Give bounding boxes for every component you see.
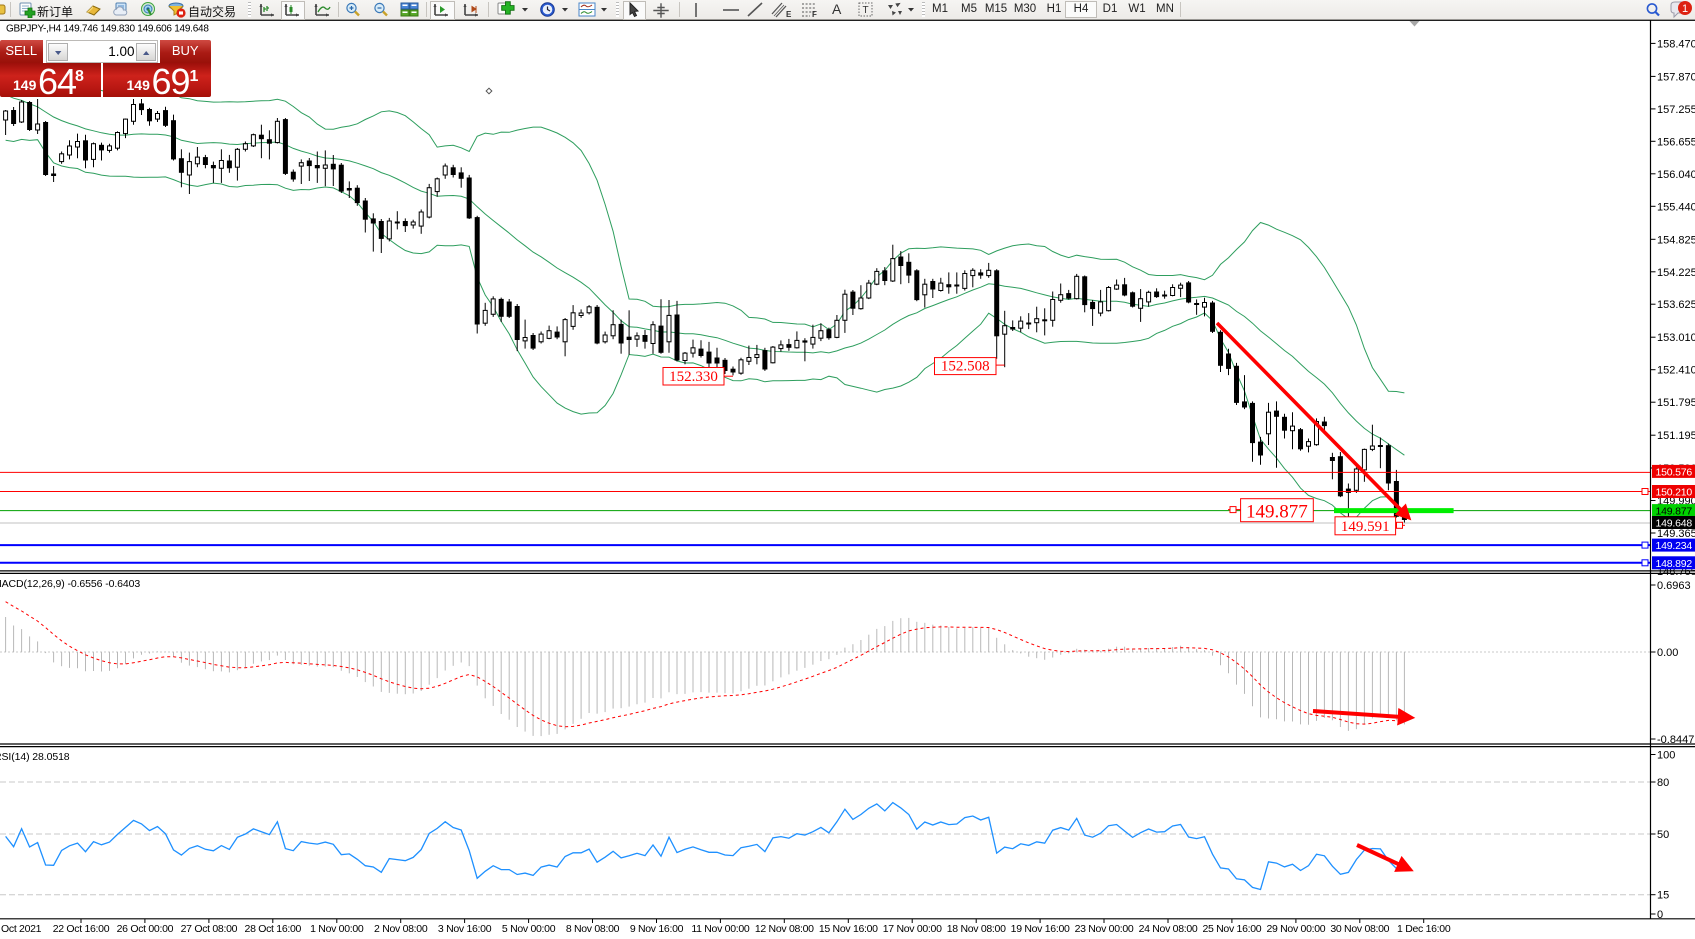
svg-text:19 Nov 16:00: 19 Nov 16:00: [1011, 923, 1070, 935]
svg-text:149.877: 149.877: [1656, 506, 1693, 518]
svg-text:157.255: 157.255: [1657, 104, 1695, 116]
svg-text:15 Nov 16:00: 15 Nov 16:00: [819, 923, 878, 935]
svg-text:T: T: [862, 5, 868, 16]
svg-text:0.6963: 0.6963: [1657, 580, 1691, 592]
svg-text:150.210: 150.210: [1656, 487, 1693, 499]
svg-text:9 Nov 16:00: 9 Nov 16:00: [630, 923, 684, 935]
svg-text:17 Nov 00:00: 17 Nov 00:00: [883, 923, 942, 935]
svg-text:149.234: 149.234: [1656, 540, 1693, 552]
svg-text:MACD(12,26,9) -0.6556 -0.6403: MACD(12,26,9) -0.6556 -0.6403: [0, 578, 140, 590]
svg-text:150.576: 150.576: [1656, 466, 1693, 478]
svg-text:-0.8447: -0.8447: [1657, 734, 1694, 746]
svg-text:156.040: 156.040: [1657, 169, 1695, 181]
svg-text:22 Oct 16:00: 22 Oct 16:00: [53, 923, 110, 935]
svg-text:15: 15: [1657, 890, 1669, 902]
svg-text:157.870: 157.870: [1657, 71, 1695, 83]
svg-text:1 Nov 00:00: 1 Nov 00:00: [310, 923, 364, 935]
svg-text:29 Nov 00:00: 29 Nov 00:00: [1266, 923, 1325, 935]
svg-text:8 Nov 08:00: 8 Nov 08:00: [566, 923, 620, 935]
svg-text:153.625: 153.625: [1657, 299, 1695, 311]
svg-text:50: 50: [1657, 829, 1669, 841]
svg-text:GBPJPY-,H4 149.746 149.830 14: GBPJPY-,H4 149.746 149.830 149.606 149.6…: [6, 24, 209, 35]
svg-text:156.655: 156.655: [1657, 136, 1695, 148]
svg-text:153.010: 153.010: [1657, 332, 1695, 344]
svg-text:1 Dec 16:00: 1 Dec 16:00: [1397, 923, 1451, 935]
svg-text:RSI(14) 28.0518: RSI(14) 28.0518: [0, 751, 70, 763]
svg-text:149.877: 149.877: [1246, 502, 1308, 523]
svg-text:11 Nov 00:00: 11 Nov 00:00: [691, 923, 750, 935]
svg-text:154.825: 154.825: [1657, 234, 1695, 246]
svg-text:151.195: 151.195: [1657, 430, 1695, 442]
svg-text:158.470: 158.470: [1657, 38, 1695, 50]
svg-text:80: 80: [1657, 777, 1669, 789]
svg-text:0: 0: [1657, 909, 1663, 921]
svg-text:100: 100: [1657, 750, 1675, 762]
svg-text:0.00: 0.00: [1657, 647, 1678, 659]
svg-text:Oct 2021: Oct 2021: [1, 923, 42, 935]
svg-text:152.508: 152.508: [941, 359, 990, 375]
svg-text:30 Nov 08:00: 30 Nov 08:00: [1330, 923, 1389, 935]
svg-text:12 Nov 08:00: 12 Nov 08:00: [755, 923, 814, 935]
svg-text:26 Oct 00:00: 26 Oct 00:00: [117, 923, 174, 935]
svg-text:155.440: 155.440: [1657, 201, 1695, 213]
svg-text:23 Nov 00:00: 23 Nov 00:00: [1075, 923, 1134, 935]
svg-text:28 Oct 16:00: 28 Oct 16:00: [245, 923, 302, 935]
svg-text:24 Nov 08:00: 24 Nov 08:00: [1139, 923, 1198, 935]
svg-text:152.330: 152.330: [669, 369, 718, 385]
svg-text:5 Nov 00:00: 5 Nov 00:00: [502, 923, 556, 935]
svg-text:154.225: 154.225: [1657, 267, 1695, 279]
svg-text:151.795: 151.795: [1657, 397, 1695, 409]
svg-text:18 Nov 08:00: 18 Nov 08:00: [947, 923, 1006, 935]
svg-text:149.648: 149.648: [1656, 518, 1693, 530]
svg-text:152.410: 152.410: [1657, 365, 1695, 377]
svg-text:148.892: 148.892: [1656, 558, 1693, 570]
svg-text:149.365: 149.365: [1657, 528, 1695, 540]
svg-text:149.591: 149.591: [1341, 519, 1390, 535]
svg-text:2 Nov 08:00: 2 Nov 08:00: [374, 923, 428, 935]
svg-text:25 Nov 16:00: 25 Nov 16:00: [1202, 923, 1261, 935]
svg-text:1: 1: [1682, 3, 1688, 15]
svg-text:27 Oct 08:00: 27 Oct 08:00: [181, 923, 238, 935]
svg-text:3 Nov 16:00: 3 Nov 16:00: [438, 923, 492, 935]
